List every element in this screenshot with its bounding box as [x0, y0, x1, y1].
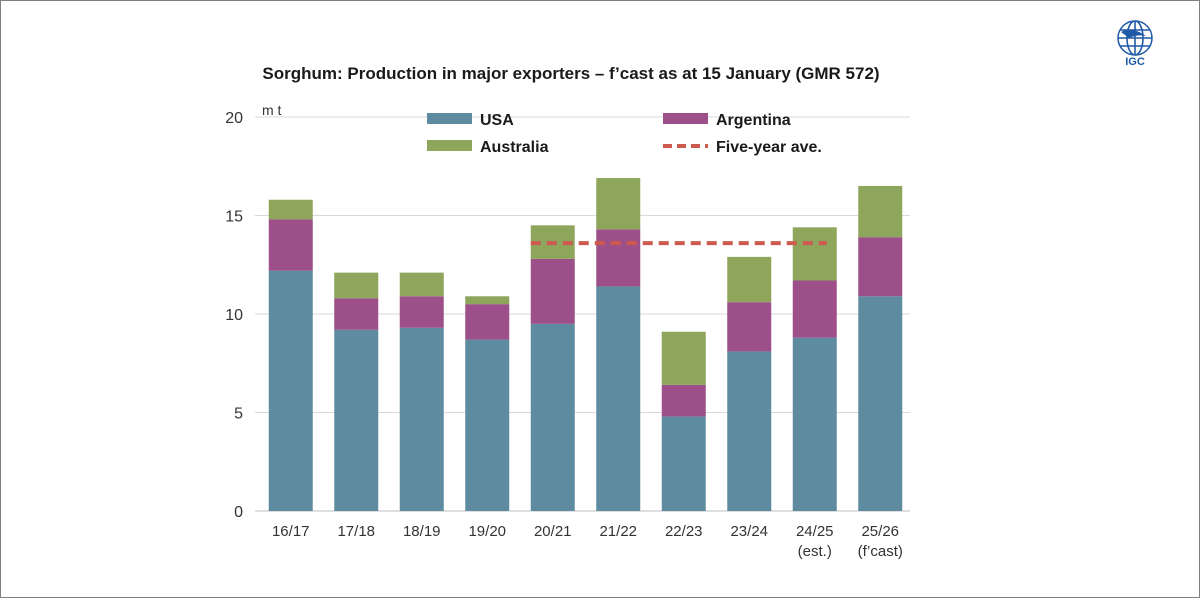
x-tick-label: 24/25 [796, 523, 834, 540]
y-tick-label: 0 [234, 504, 243, 521]
legend-label: Argentina [716, 112, 791, 129]
legend-label: Australia [480, 139, 549, 156]
axis-layer: 0 5 10 15 20 16/17 17/18 18/19 19/20 20/21 21/22 22… [225, 110, 903, 560]
x-tick-sublabel: (est.) [798, 543, 832, 560]
legend-swatch [427, 140, 472, 151]
bar-layer [268, 178, 903, 511]
bar-segment [661, 416, 706, 511]
bar-segment [530, 323, 575, 511]
logo-text: IGC [1125, 56, 1145, 68]
y-tick-label: 15 [225, 209, 243, 226]
bar-segment [858, 185, 903, 238]
y-unit-label: m t [262, 102, 282, 118]
globe-icon [1117, 20, 1153, 56]
bar-segment [596, 229, 641, 287]
y-tick-label: 20 [225, 110, 243, 127]
bar-segment [334, 272, 379, 299]
bar-segment [268, 270, 313, 511]
bar-segment [792, 227, 837, 281]
y-tick-label: 5 [234, 406, 243, 423]
bar-segment [661, 384, 706, 417]
x-tick-label: 22/23 [665, 523, 703, 540]
bar-segment [858, 237, 903, 297]
x-tick-sublabel: (f’cast) [858, 543, 903, 560]
bar-segment [334, 298, 379, 330]
legend-label: USA [480, 112, 514, 129]
bar-segment [792, 280, 837, 338]
x-tick-label: 16/17 [272, 523, 310, 540]
bar-segment [727, 256, 772, 303]
igc-logo: IGC [1112, 18, 1158, 74]
bar-segment [465, 296, 510, 305]
legend-layer: USA Argentina Australia Five-year ave. [427, 112, 822, 156]
bar-segment [530, 258, 575, 324]
x-tick-label: 19/20 [468, 523, 506, 540]
bar-segment [792, 337, 837, 511]
bar-segment [727, 302, 772, 352]
bar-segment [334, 329, 379, 511]
bar-segment [596, 286, 641, 511]
bar-segment [465, 304, 510, 340]
x-tick-label: 18/19 [403, 523, 441, 540]
bar-segment [661, 331, 706, 385]
bar-segment [399, 296, 444, 328]
x-tick-label: 17/18 [337, 523, 375, 540]
bar-segment [399, 327, 444, 511]
bar-segment [268, 219, 313, 271]
bar-segment [399, 272, 444, 297]
legend-label: Five-year ave. [716, 139, 822, 156]
x-tick-label: 23/24 [730, 523, 768, 540]
x-tick-label: 25/26 [861, 523, 899, 540]
bar-segment [268, 199, 313, 220]
bar-segment [465, 339, 510, 511]
y-tick-label: 10 [225, 307, 243, 324]
legend-swatch [427, 113, 472, 124]
legend-swatch [663, 113, 708, 124]
x-tick-label: 20/21 [534, 523, 572, 540]
bar-segment [596, 178, 641, 230]
x-tick-label: 21/22 [599, 523, 637, 540]
bar-segment [858, 296, 903, 511]
chart-title: Sorghum: Production in major exporters –… [262, 64, 880, 83]
bar-segment [727, 351, 772, 511]
